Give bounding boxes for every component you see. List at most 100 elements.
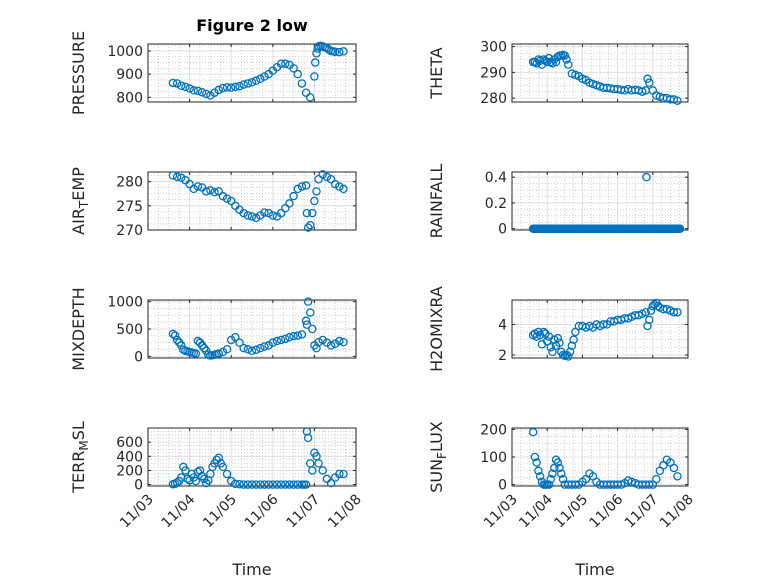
data-point: [599, 320, 608, 329]
data-point: [335, 47, 344, 57]
data-point: [289, 480, 298, 489]
data-point: [260, 480, 269, 489]
data-point: [314, 174, 323, 184]
y-tick-label: 0.2: [485, 196, 507, 212]
data-point: [642, 172, 651, 182]
data-point: [645, 480, 654, 489]
data-point: [210, 188, 219, 197]
data-point: [546, 474, 555, 484]
y-tick-label: 500: [116, 322, 143, 338]
data-point: [201, 187, 211, 196]
data-point: [199, 474, 209, 484]
data-point: [281, 59, 290, 68]
x-axis-label-left: Time: [231, 560, 271, 579]
y-tick-label: 280: [480, 91, 507, 107]
data-point: [276, 480, 286, 489]
x-tick-label: 11/07: [283, 492, 323, 532]
data-point: [302, 427, 312, 436]
data-point: [318, 466, 327, 475]
series-markers: [168, 427, 348, 489]
data-point: [191, 476, 201, 486]
data-point: [170, 331, 180, 340]
data-point: [335, 336, 344, 346]
series-markers: [168, 41, 348, 102]
data-point: [339, 47, 348, 56]
data-point: [326, 478, 336, 488]
data-point: [557, 469, 566, 478]
data-point: [314, 337, 323, 347]
data-point: [281, 203, 290, 213]
x-tick-label: 11/05: [551, 492, 591, 532]
data-point: [222, 83, 232, 92]
axes-box: [147, 427, 357, 487]
x-tick-label: 11/04: [516, 491, 556, 531]
data-point: [268, 480, 278, 489]
data-point: [544, 480, 554, 489]
data-point: [669, 463, 679, 473]
x-tick-label: 11/08: [325, 492, 365, 532]
data-point: [272, 336, 282, 346]
y-axis-label-part: H2OMIXRA: [427, 286, 446, 372]
y-tick-label: 800: [116, 90, 143, 106]
data-point: [218, 83, 228, 93]
data-point: [214, 453, 223, 462]
x-tick-label: 11/08: [657, 492, 697, 532]
data-point: [305, 308, 315, 317]
data-point: [301, 181, 311, 190]
data-point: [301, 88, 311, 97]
data-point: [264, 208, 273, 218]
y-tick-label: 400: [116, 449, 143, 465]
y-tick-label: 0: [134, 349, 143, 365]
data-point: [285, 199, 294, 208]
data-point: [235, 338, 244, 347]
data-point: [243, 344, 253, 354]
data-point: [330, 47, 340, 57]
data-point: [177, 81, 186, 91]
data-point: [168, 171, 178, 180]
y-tick-label: 100: [480, 450, 507, 466]
data-point: [177, 473, 186, 482]
data-point: [297, 330, 307, 339]
data-point: [289, 331, 298, 341]
data-point: [310, 72, 319, 81]
y-tick-label: 200: [480, 422, 507, 438]
y-axis-label-part: SUN: [427, 459, 446, 493]
data-point: [322, 474, 332, 484]
y-tick-label: 280: [116, 175, 143, 191]
data-point: [289, 191, 298, 201]
data-point: [189, 86, 199, 95]
data-point: [276, 335, 286, 345]
y-axis-label-part: SL: [69, 421, 88, 440]
data-point: [553, 458, 563, 467]
y-tick-label: 900: [116, 67, 143, 83]
data-point: [214, 85, 223, 95]
x-tick-label: 11/05: [200, 492, 240, 532]
data-point: [555, 463, 564, 473]
y-axis-label-subscript: F: [435, 452, 449, 459]
y-tick-label: 275: [116, 199, 143, 215]
data-point: [268, 211, 278, 220]
subplot-pressure: 800 900 1000 PRESSURE: [69, 31, 357, 115]
y-tick-label: 0: [134, 478, 143, 494]
data-point: [181, 82, 190, 92]
data-point: [339, 184, 348, 194]
subplot-rainfall: 0 0.2 0.4 RAINFALL: [427, 164, 689, 238]
data-point: [532, 458, 541, 467]
data-point: [276, 59, 286, 68]
data-point: [285, 480, 294, 489]
data-point: [641, 307, 651, 317]
data-point: [335, 469, 344, 479]
y-tick-label: 2: [498, 348, 507, 364]
x-tick-label: 11/06: [242, 491, 282, 531]
data-point: [551, 57, 561, 67]
data-point: [675, 224, 685, 233]
data-point: [555, 338, 564, 347]
y-tick-label: 200: [116, 463, 143, 479]
data-point: [562, 55, 571, 64]
axes-box: [511, 171, 689, 231]
axes-box: [147, 43, 357, 103]
data-point: [260, 342, 269, 351]
data-point: [645, 78, 654, 87]
